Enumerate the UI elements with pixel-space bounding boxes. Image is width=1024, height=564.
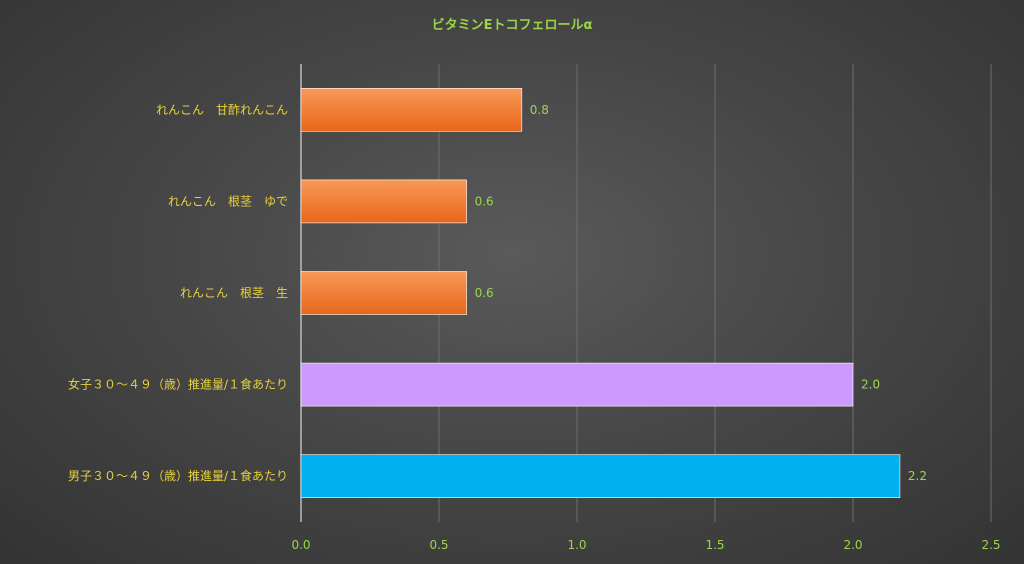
x-axis-ticks: 0.0 0.5 1.0 1.5 2.0 2.5: [291, 538, 1000, 552]
bar: [300, 88, 523, 132]
category-label: れんこん 根茎 ゆで: [168, 194, 288, 208]
x-tick-label: 2.0: [843, 538, 862, 552]
x-tick-label: 2.5: [981, 538, 1000, 552]
bar: [300, 454, 901, 499]
bar: [300, 179, 467, 224]
x-tick-label: 1.0: [567, 538, 586, 552]
data-label: 2.2: [908, 469, 927, 483]
data-label: 2.0: [861, 378, 880, 392]
gridlines: [300, 64, 992, 522]
data-label: 0.6: [475, 286, 494, 300]
x-tick-label: 1.5: [705, 538, 724, 552]
data-label: 0.6: [475, 194, 494, 208]
chart-title: ビタミンEトコフェロールα: [432, 17, 593, 33]
bars: [300, 88, 901, 499]
bar: [300, 271, 467, 315]
category-label: 女子３０～４９（歳）推進量/１食あたり: [68, 377, 288, 392]
bar: [300, 362, 854, 407]
category-label: れんこん 甘酢れんこん: [156, 102, 288, 117]
data-labels: 0.8 0.6 0.6 2.0 2.2: [475, 103, 927, 483]
category-label: 男子３０～４９（歳）推進量/１食あたり: [68, 468, 288, 483]
data-label: 0.8: [530, 103, 549, 117]
category-label: れんこん 根茎 生: [180, 286, 288, 300]
x-tick-label: 0.5: [429, 538, 448, 552]
x-tick-label: 0.0: [291, 538, 310, 552]
